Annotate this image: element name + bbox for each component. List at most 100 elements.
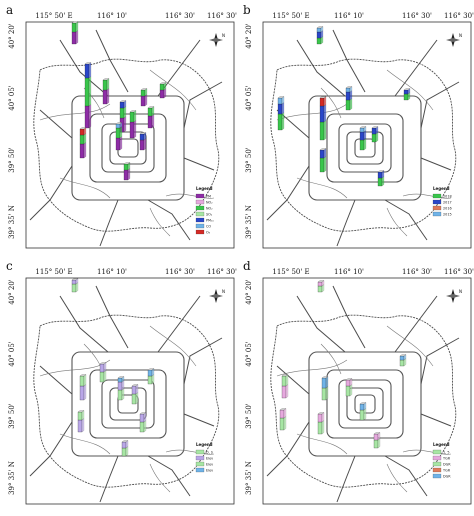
legend-swatch: [195, 211, 205, 217]
longitude-label: 116° 30': [444, 268, 474, 276]
bar-side: [151, 114, 155, 129]
bar-top: [317, 412, 325, 415]
station-bar: [71, 21, 79, 45]
highway: [29, 165, 73, 221]
latitude-label: 39° 50': [245, 403, 253, 429]
legend-swatch: [195, 193, 205, 199]
bar-segment: [79, 134, 85, 145]
map-frame: [262, 21, 472, 249]
ring-road: [109, 387, 147, 421]
road: [386, 463, 408, 493]
bar-segment: [71, 279, 77, 285]
bar-segment: [119, 101, 125, 109]
latitude-label: 40° 20': [245, 23, 253, 49]
bar-segment: [319, 149, 325, 159]
legend-label: 2017: [443, 200, 452, 204]
legend-swatch: [195, 455, 205, 461]
bar-segment: [119, 107, 125, 119]
bar-segment: [115, 123, 121, 129]
bar-segment: [77, 419, 83, 433]
bar-segment: [79, 128, 85, 136]
bar-side: [135, 392, 139, 405]
highway: [99, 199, 119, 247]
station-bar: [139, 412, 147, 433]
bar-side: [325, 376, 329, 389]
bar-segment: [373, 439, 379, 449]
north-arrow-icon: N: [446, 33, 462, 47]
longitude-label: 116° 30': [165, 268, 195, 276]
bar-side: [151, 374, 155, 385]
station-bar: [84, 62, 92, 129]
bar-side: [323, 148, 327, 159]
ring-road: [101, 379, 155, 429]
bar-top: [277, 96, 285, 99]
bar-side: [83, 142, 87, 159]
road: [402, 193, 452, 199]
highway: [336, 455, 356, 503]
panel-letter: d: [243, 259, 251, 273]
map-frame: [262, 277, 472, 505]
bar-segment: [71, 283, 77, 293]
bar-top: [99, 362, 107, 365]
bar-segment: [79, 375, 85, 387]
bar-side: [363, 130, 367, 141]
legend: Legend PM NO₂ NO₂ SO₂ PM₁₀ CO O₃: [195, 186, 214, 234]
bar-segment: [147, 369, 153, 377]
bar-side: [323, 120, 327, 141]
station-bar: [359, 126, 367, 151]
station-bar: [345, 378, 353, 397]
road: [320, 87, 342, 119]
ring-road: [308, 95, 422, 201]
bar-side: [81, 410, 85, 421]
bar-top: [117, 376, 125, 379]
highway: [99, 455, 119, 503]
station-bar: [129, 110, 137, 139]
bar-segment: [121, 447, 127, 457]
legend-label: TGR: [442, 468, 451, 472]
bar-segment: [321, 387, 327, 401]
ring-road: [326, 113, 404, 183]
station-bar: [147, 106, 155, 129]
ring-road: [338, 123, 392, 173]
highway: [59, 39, 109, 97]
bar-top: [115, 122, 123, 125]
bar-segment: [319, 121, 325, 141]
bar-segment: [159, 89, 165, 99]
longitude-label: 115° 50' E: [272, 12, 309, 20]
legend-label: 1, 5: [443, 450, 449, 454]
bar-side: [83, 384, 87, 401]
bar-side: [377, 438, 381, 449]
latitude-label: 39° 50': [8, 147, 16, 173]
highway: [332, 285, 366, 349]
bar-segment: [277, 103, 283, 115]
bar-top: [129, 110, 137, 113]
station-bar: [317, 412, 325, 435]
legend-label: PM₁₀: [206, 218, 214, 222]
road: [149, 463, 171, 493]
bar-segment: [71, 31, 77, 45]
station-bar: [159, 82, 167, 99]
station-bar: [102, 78, 110, 105]
bar-side: [363, 138, 367, 151]
bar-side: [144, 94, 148, 107]
bar-top: [71, 21, 79, 24]
longitude-label: 116° 30': [165, 12, 195, 20]
station-bar: [139, 132, 147, 151]
bar-side: [349, 98, 353, 111]
bar-top: [319, 96, 327, 99]
bar-side: [283, 416, 287, 431]
bar-segment: [316, 37, 322, 45]
bar-segment: [345, 379, 351, 387]
bar-side: [81, 418, 85, 433]
latitude-label: 39° 35' N: [245, 461, 253, 495]
highway: [183, 337, 223, 385]
highway: [332, 29, 366, 93]
bar-side: [127, 168, 131, 181]
bar-top: [123, 162, 131, 165]
map-panel-a: a 115° 50' E 116° 10' 116° 30' 116° 30' 40° 2…: [6, 3, 237, 249]
bar-segment: [403, 89, 409, 95]
bar-segment: [131, 385, 137, 395]
road: [296, 177, 348, 199]
bar-segment: [277, 97, 283, 105]
longitude-label: 115° 50' E: [35, 12, 72, 20]
